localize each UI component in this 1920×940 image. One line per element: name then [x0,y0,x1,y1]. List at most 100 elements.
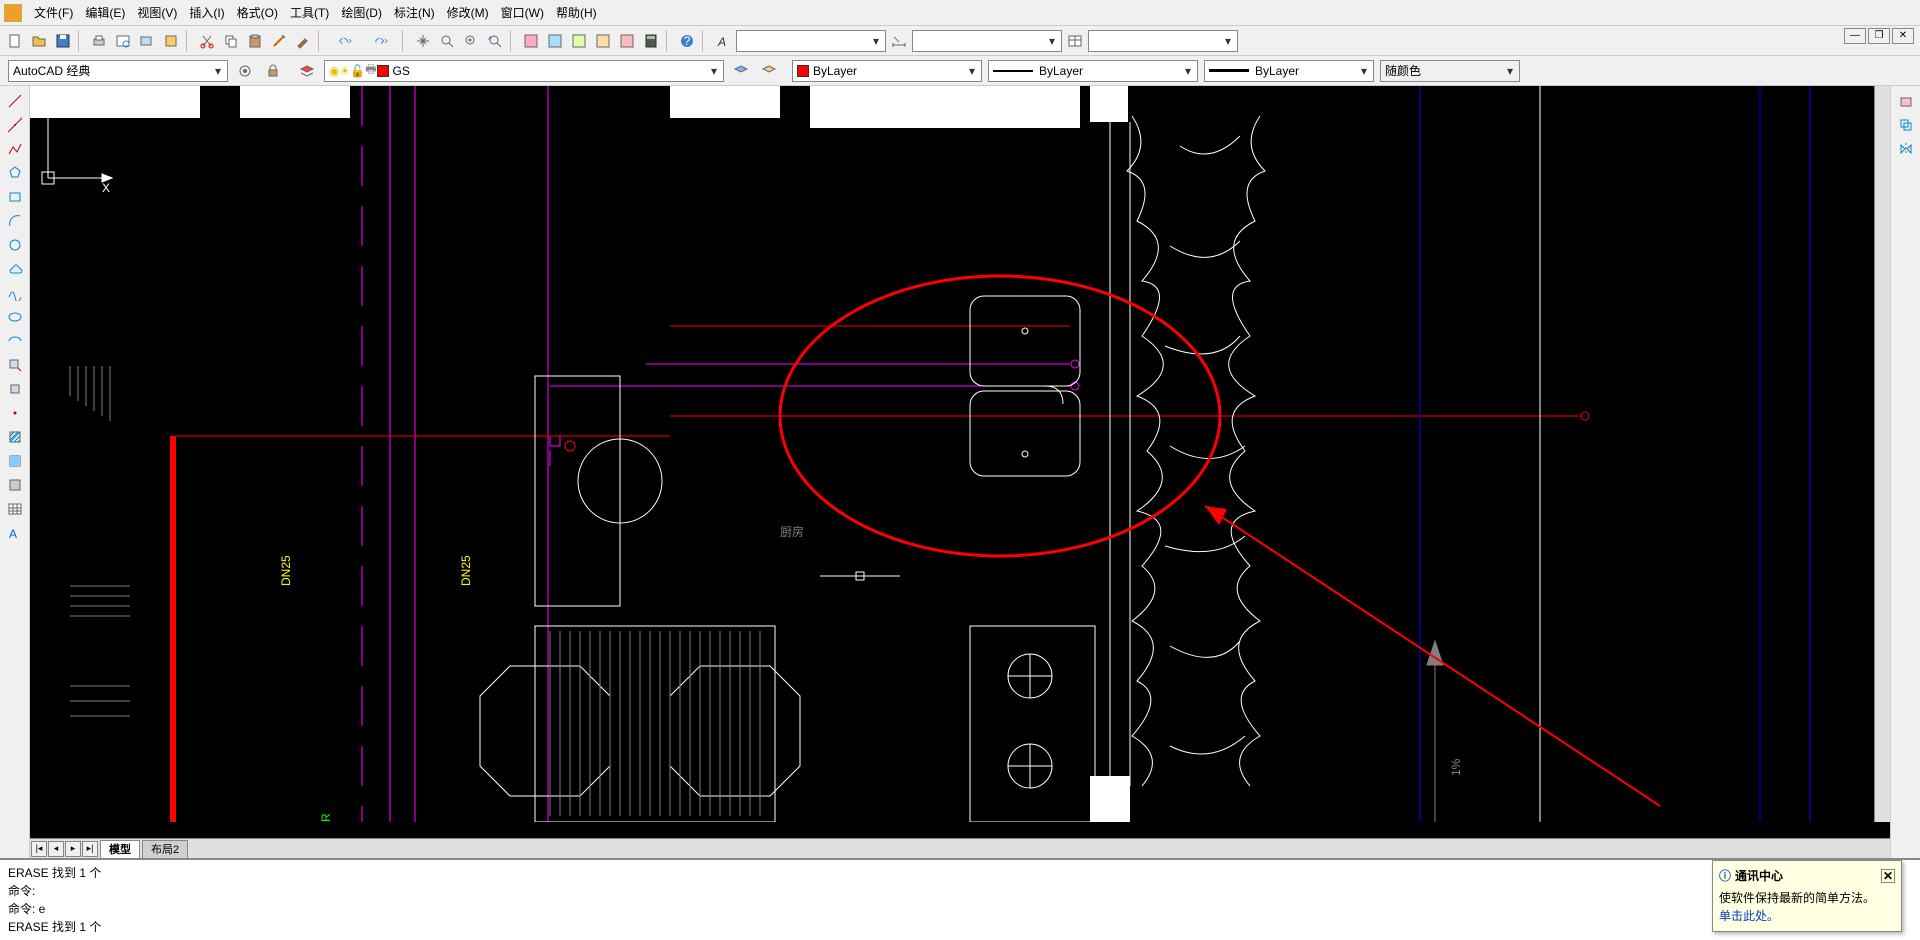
menu-modify[interactable]: 修改(M) [441,2,495,23]
layer-combo[interactable]: ◉☀🔓🖶 GS ▾ [324,60,724,82]
color-label: ByLayer [813,64,857,78]
info-icon: ⓘ [1719,867,1731,885]
new-button[interactable] [4,30,26,52]
plotstyle-combo[interactable]: 随颜色▾ [1380,60,1520,82]
zoom-realtime-button[interactable] [436,30,458,52]
circle-tool[interactable] [3,234,27,256]
notify-body: 使软件保持最新的简单方法。 [1719,889,1895,907]
open-button[interactable] [28,30,50,52]
zoom-window-button[interactable] [460,30,482,52]
mdi-close-button[interactable]: ✕ [1892,28,1914,44]
markup-button[interactable] [616,30,638,52]
vertical-scrollbar[interactable] [1874,86,1890,822]
ellipse-tool[interactable] [3,306,27,328]
save-button[interactable] [52,30,74,52]
properties-button[interactable] [520,30,542,52]
dimstyle-button[interactable] [888,30,910,52]
tab-prev-button[interactable]: ◂ [48,841,64,857]
draw-toolbar: A [0,86,30,858]
main-area: A [0,86,1920,858]
mdi-restore-button[interactable]: ❐ [1868,28,1890,44]
layer-states-button[interactable] [730,60,752,82]
design-center-button[interactable] [544,30,566,52]
pan-button[interactable] [412,30,434,52]
menu-format[interactable]: 格式(O) [231,2,284,23]
cmd-line: ERASE 找到 1 个 [8,864,1912,882]
drawing-canvas[interactable]: DN25 DN25 R 20 厨房 [30,86,1890,838]
table-tool[interactable] [3,498,27,520]
tablestyle-combo[interactable]: ▾ [1088,30,1238,52]
quickcalc-button[interactable] [640,30,662,52]
menu-window[interactable]: 窗口(W) [495,2,550,23]
brush-button[interactable] [292,30,314,52]
textstyle-button[interactable]: A [712,30,734,52]
undo-button[interactable] [328,30,362,52]
workspace-settings-button[interactable] [234,60,256,82]
menu-insert[interactable]: 插入(I) [183,2,230,23]
tab-first-button[interactable]: |◂ [31,841,47,857]
tool-palettes-button[interactable] [568,30,590,52]
hatch-tool[interactable] [3,426,27,448]
menu-draw[interactable]: 绘图(D) [335,2,388,23]
ellipse-arc-tool[interactable] [3,330,27,352]
menu-file[interactable]: 文件(F) [28,2,79,23]
notify-link[interactable]: 单击此处。 [1719,907,1895,925]
polygon-tool[interactable] [3,162,27,184]
cut-button[interactable] [196,30,218,52]
layer-properties-button[interactable] [296,60,318,82]
layer-prev-button[interactable] [758,60,780,82]
workspace-name: AutoCAD 经典 [13,62,90,79]
plot-button[interactable] [88,30,110,52]
plot-preview-button[interactable] [112,30,134,52]
workspace-combo[interactable]: AutoCAD 经典▾ [8,60,228,82]
rectangle-tool[interactable] [3,186,27,208]
dn-label-2: DN25 [459,555,473,586]
pline-tool[interactable] [3,138,27,160]
paste-button[interactable] [244,30,266,52]
tab-layout2[interactable]: 布局2 [142,840,188,858]
layout-tabs: |◂ ◂ ▸ ▸| 模型 布局2 [30,838,1890,858]
copy-button[interactable] [220,30,242,52]
copy-tool[interactable] [1895,114,1917,136]
lineweight-combo[interactable]: ByLayer▾ [1204,60,1374,82]
command-window[interactable]: ERASE 找到 1 个 命令: 命令: e ERASE 找到 1 个 ⓘ 通讯… [0,858,1920,940]
mdi-minimize-button[interactable]: — [1844,28,1866,44]
line-tool[interactable] [3,90,27,112]
point-tool[interactable] [3,402,27,424]
publish-button[interactable] [136,30,158,52]
tab-next-button[interactable]: ▸ [65,841,81,857]
tablestyle-button[interactable] [1064,30,1086,52]
make-block-tool[interactable] [3,378,27,400]
xline-tool[interactable] [3,114,27,136]
layer-name: GS [393,64,410,78]
revcloud-tool[interactable] [3,258,27,280]
redo-button[interactable] [364,30,398,52]
region-tool[interactable] [3,474,27,496]
linetype-combo[interactable]: ByLayer▾ [988,60,1198,82]
match-props-button[interactable] [268,30,290,52]
menu-edit[interactable]: 编辑(E) [79,2,131,23]
textstyle-combo[interactable]: ▾ [736,30,886,52]
tab-model[interactable]: 模型 [100,840,140,858]
help-button[interactable]: ? [676,30,698,52]
room-label: 厨房 [780,524,804,539]
dimstyle-combo[interactable]: ▾ [912,30,1062,52]
menu-dim[interactable]: 标注(N) [388,2,441,23]
sheet-set-button[interactable] [160,30,182,52]
mtext-tool[interactable]: A [3,522,27,544]
insert-block-tool[interactable] [3,354,27,376]
gradient-tool[interactable] [3,450,27,472]
notify-close-button[interactable]: ✕ [1881,869,1895,883]
spline-tool[interactable] [3,282,27,304]
menu-tools[interactable]: 工具(T) [284,2,335,23]
zoom-previous-button[interactable] [484,30,506,52]
erase-tool[interactable] [1895,90,1917,112]
mirror-tool[interactable] [1895,138,1917,160]
sheet-set-mgr-button[interactable] [592,30,614,52]
color-combo[interactable]: ByLayer▾ [792,60,982,82]
menu-view[interactable]: 视图(V) [131,2,183,23]
tab-last-button[interactable]: ▸| [82,841,98,857]
workspace-lock-button[interactable] [262,60,284,82]
arc-tool[interactable] [3,210,27,232]
menu-help[interactable]: 帮助(H) [550,2,603,23]
